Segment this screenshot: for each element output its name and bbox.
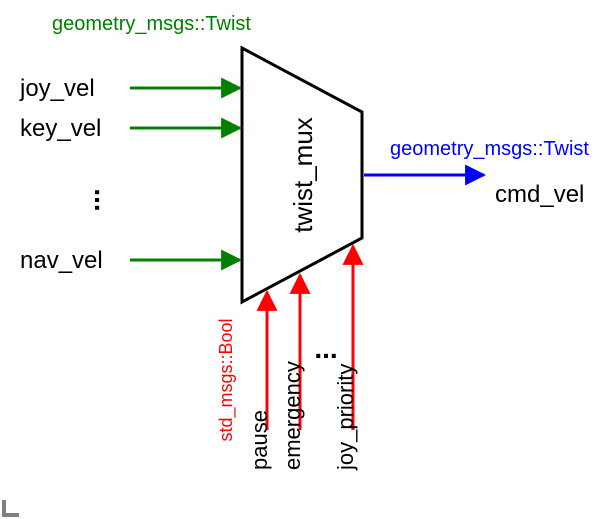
- mux-node-label: twist_mux: [288, 117, 318, 233]
- input-ellipsis: ...: [89, 188, 120, 211]
- output-type-label: geometry_msgs::Twist: [390, 138, 589, 160]
- control-label-joy-priority: joy_priority: [333, 364, 358, 471]
- control-label-emergency: emergency: [280, 361, 305, 470]
- control-ellipsis: ...: [314, 333, 337, 364]
- corner-marker-icon: [2, 500, 19, 517]
- input-label-key-vel: key_vel: [20, 115, 101, 142]
- input-type-label: geometry_msgs::Twist: [52, 13, 251, 35]
- output-label: cmd_vel: [495, 181, 584, 208]
- input-label-nav-vel: nav_vel: [20, 247, 103, 274]
- input-label-joy-vel: joy_vel: [19, 75, 95, 102]
- control-label-pause: pause: [247, 410, 272, 470]
- control-type-label: std_msgs::Bool: [216, 318, 237, 441]
